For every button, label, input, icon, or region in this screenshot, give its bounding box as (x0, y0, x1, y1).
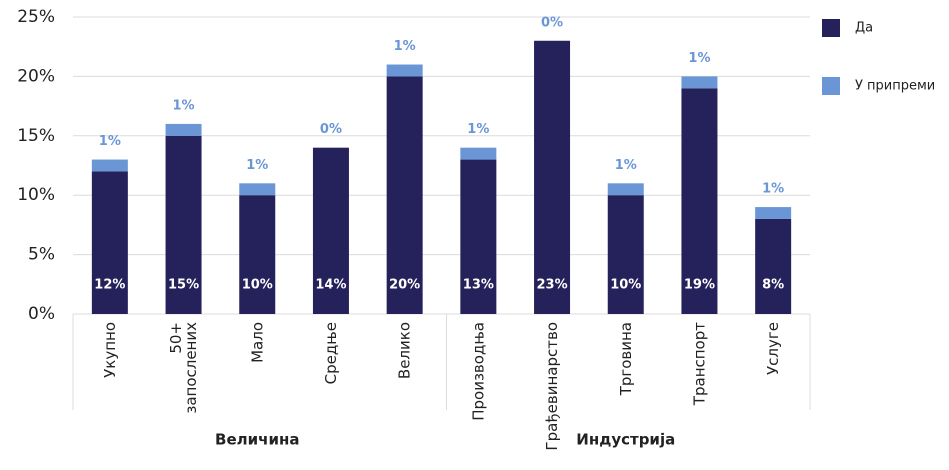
bar-segment (460, 159, 497, 314)
y-tick-label: 5% (28, 245, 55, 265)
legend-swatch (822, 77, 840, 95)
y-tick-label: 25% (17, 7, 55, 27)
data-label: 10% (242, 278, 273, 293)
x-tick-label: Услуге (764, 322, 782, 375)
bar-segment (607, 195, 644, 314)
bar-segment (681, 88, 718, 314)
data-label: 23% (536, 278, 567, 293)
y-tick-label: 0% (28, 304, 55, 324)
bar-segment (607, 183, 644, 196)
data-label: 0% (541, 15, 563, 30)
x-tick-label: Мало (248, 322, 266, 363)
bar-segment (386, 64, 423, 77)
bar-segment (239, 195, 276, 314)
data-label: 10% (610, 278, 641, 293)
data-label: 1% (99, 134, 121, 149)
data-label: 0% (320, 122, 342, 137)
legend-label: У припреми (855, 79, 935, 94)
bar-segment (460, 147, 497, 160)
data-label: 1% (615, 158, 637, 173)
bar-segment (165, 123, 202, 136)
legend-label: Да (855, 21, 873, 36)
data-label: 1% (467, 122, 489, 137)
data-label: 1% (173, 98, 195, 113)
group-label: Индустрија (576, 431, 675, 449)
x-tick-label: Транспорт (690, 322, 708, 406)
x-tick-label: Укупно (100, 322, 118, 378)
data-label: 1% (246, 158, 268, 173)
data-label: 20% (389, 278, 420, 293)
bar-segment (681, 76, 718, 89)
data-label: 13% (463, 278, 494, 293)
data-label: 1% (762, 182, 784, 197)
data-label: 12% (94, 278, 125, 293)
bar-segment (239, 183, 276, 196)
data-label: 14% (315, 278, 346, 293)
bar-segment (91, 159, 128, 172)
y-tick-label: 20% (17, 66, 55, 86)
x-tick-label: Трговина (616, 322, 634, 396)
x-tick-label: Производња (469, 322, 487, 421)
x-tick-label: 50+запослених (167, 322, 200, 414)
x-tick-label: Велико (395, 322, 413, 379)
bar-segment (312, 147, 349, 314)
bar-segment (755, 218, 792, 314)
legend-swatch (822, 19, 840, 37)
bar-segment (534, 40, 571, 314)
data-label: 8% (762, 278, 784, 293)
bar-segment (91, 171, 128, 314)
data-label: 1% (394, 39, 416, 54)
bar-segment (165, 135, 202, 314)
data-label: 15% (168, 278, 199, 293)
y-tick-label: 10% (17, 185, 55, 205)
bar-segment (386, 76, 423, 315)
x-tick-label: Грађевинарство (543, 322, 561, 451)
y-tick-label: 15% (17, 126, 55, 146)
data-label: 19% (684, 278, 715, 293)
group-label: Величина (215, 431, 299, 449)
bar-segment (755, 207, 792, 219)
data-label: 1% (688, 51, 710, 66)
x-tick-label: Средње (321, 322, 339, 384)
